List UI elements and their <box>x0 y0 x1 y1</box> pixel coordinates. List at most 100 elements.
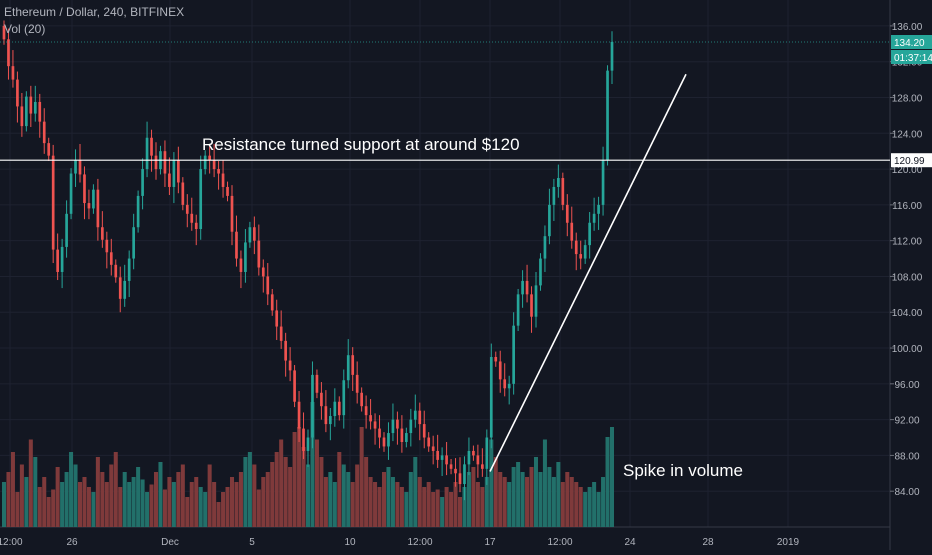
candle-body <box>288 360 292 371</box>
volume-bar <box>140 479 145 527</box>
volume-bar <box>77 482 83 527</box>
volume-bar <box>542 439 547 527</box>
volume-bar <box>368 477 373 527</box>
candle-body <box>346 355 350 381</box>
price-tick-label: 88.00 <box>894 451 919 462</box>
volume-bar <box>73 464 78 527</box>
volume-bar <box>466 472 471 527</box>
volume-bar <box>475 482 480 527</box>
candle-body <box>172 160 176 187</box>
volume-bar <box>444 487 449 527</box>
candle-body <box>33 101 37 114</box>
candle-body <box>261 267 265 277</box>
candle-body <box>20 106 24 127</box>
candle-body <box>275 310 279 327</box>
price-axis: 84.00 88.00 92.00 96.00 100.00 104.00 108.00 11… <box>890 22 923 498</box>
candle-body <box>440 455 444 460</box>
volume-bar <box>417 477 422 527</box>
volume-bar <box>314 439 319 527</box>
candle-body <box>270 294 274 311</box>
price-tick-label: 120.00 <box>892 165 923 176</box>
volume-bar <box>529 467 534 527</box>
volume-bar <box>24 477 29 527</box>
volume-bar <box>404 492 409 527</box>
candle-body <box>118 277 122 299</box>
candle-body <box>185 204 189 214</box>
volume-bar <box>471 467 476 527</box>
candle-body <box>69 173 73 214</box>
candle-body <box>199 169 203 230</box>
candle-body <box>409 419 413 434</box>
price-tick-label: 96.00 <box>894 380 919 391</box>
candle-body <box>87 203 91 209</box>
candle-body <box>476 455 480 465</box>
candle-body <box>360 392 363 407</box>
volume-bar <box>203 492 208 527</box>
volume-bar <box>194 477 199 527</box>
candle-body <box>382 437 386 447</box>
candle-body <box>65 213 68 247</box>
volume-bar <box>279 439 284 527</box>
candle-body <box>498 361 502 380</box>
volume-bar <box>435 489 440 527</box>
volume-bar <box>364 457 369 527</box>
candle-body <box>378 428 381 438</box>
volume-bar <box>42 477 47 527</box>
volume-bar <box>359 427 364 527</box>
candle-body <box>181 182 185 205</box>
last-price-tag-bg <box>891 35 932 50</box>
volume-bar <box>520 472 525 527</box>
volume-bar <box>605 437 610 527</box>
candle-body <box>136 195 140 228</box>
volume-bar <box>547 467 552 527</box>
volume-bar <box>100 472 105 527</box>
price-tick-label: 100.00 <box>892 344 923 355</box>
volume-bar <box>243 457 248 527</box>
candle-body <box>96 189 100 228</box>
candle-body <box>534 285 538 317</box>
candle-body <box>521 280 524 295</box>
time-tick-label: 12:00 <box>0 537 23 548</box>
volume-bar <box>274 452 279 527</box>
time-tick-label: 10 <box>344 537 356 548</box>
candle-body <box>507 383 511 389</box>
candle-body <box>78 160 82 175</box>
candles <box>2 20 614 501</box>
volume-bar <box>426 482 431 527</box>
volume-bar <box>113 452 118 527</box>
candle-body <box>150 137 153 156</box>
volume-bar <box>46 497 51 527</box>
candle-body <box>279 326 283 341</box>
volume-bar <box>176 472 181 527</box>
candle-body <box>284 340 287 361</box>
volume-bar <box>511 467 516 527</box>
last-price-tag: 134.20 <box>891 35 932 50</box>
candle-body <box>29 96 33 114</box>
volume-bar <box>574 482 579 527</box>
price-tick-label: 136.00 <box>892 22 923 33</box>
volume-bar <box>457 497 463 527</box>
volume-bar <box>373 482 378 527</box>
candle-body <box>467 450 471 465</box>
volume-bar <box>91 492 96 527</box>
volume-bar <box>565 472 570 527</box>
volume-bar <box>592 482 597 527</box>
candle-body <box>530 294 533 317</box>
volume-bar <box>185 497 190 527</box>
candle-body <box>485 437 489 469</box>
volume-bar <box>440 497 445 527</box>
candle-body <box>543 236 547 259</box>
volume-bar <box>19 464 24 527</box>
candle-body <box>230 195 234 232</box>
candle-body <box>387 433 390 447</box>
candle-body <box>413 410 417 420</box>
candle-body <box>337 401 341 416</box>
volume-bar <box>256 489 261 527</box>
resistance-annotation: Resistance turned support at around $120 <box>202 135 520 154</box>
candle-body <box>302 428 305 451</box>
price-tick-label: 84.00 <box>894 487 919 498</box>
candle-body <box>235 231 238 259</box>
volume-bar <box>216 502 221 527</box>
